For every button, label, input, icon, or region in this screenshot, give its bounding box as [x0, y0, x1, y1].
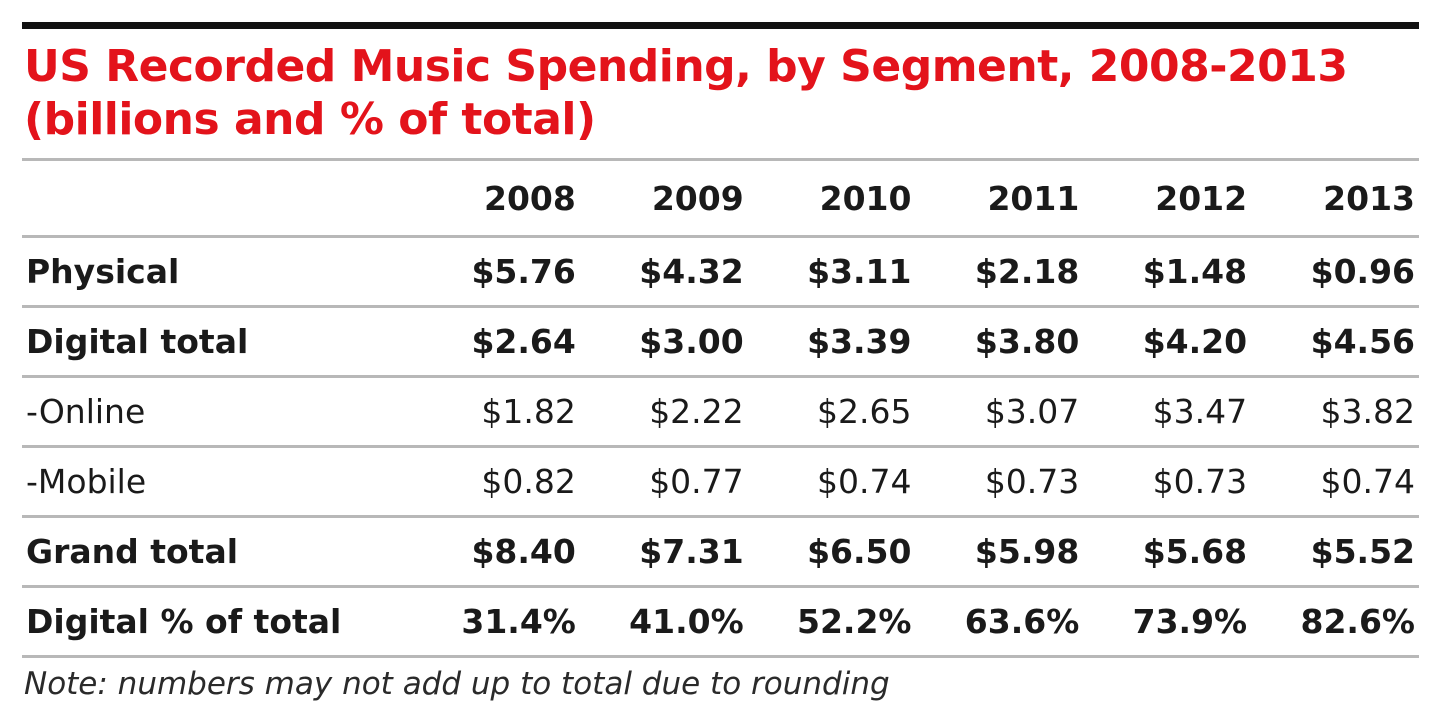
- value-cell: $5.68: [1083, 515, 1252, 587]
- table-row: -Mobile $0.82 $0.77 $0.74 $0.73 $0.73 $0.74: [22, 445, 1419, 517]
- value-cell: $2.64: [412, 305, 580, 377]
- value-cell: $3.80: [915, 305, 1084, 377]
- table-row: Digital total $2.64 $3.00 $3.39 $3.80 $4.20 $4…: [22, 305, 1419, 377]
- year-header: 2010: [747, 158, 916, 237]
- value-cell: $0.96: [1251, 235, 1419, 307]
- data-table: 2008 2009 2010 2011 2012 2013 Physical $5.76 $4…: [22, 158, 1419, 658]
- value-cell: $0.82: [412, 445, 580, 517]
- value-cell: $2.22: [579, 375, 748, 447]
- table-body: Physical $5.76 $4.32 $3.11 $2.18 $1.48 $0.96 Di…: [22, 235, 1419, 658]
- table-row: Grand total $8.40 $7.31 $6.50 $5.98 $5.68 $5.5…: [22, 515, 1419, 587]
- value-cell: $7.31: [579, 515, 748, 587]
- year-header: 2013: [1251, 158, 1419, 237]
- value-cell: 73.9%: [1083, 585, 1252, 658]
- value-cell: $0.74: [747, 445, 916, 517]
- value-cell: $3.47: [1083, 375, 1252, 447]
- value-cell: $1.48: [1083, 235, 1252, 307]
- value-cell: $4.20: [1083, 305, 1252, 377]
- footnote: Note: numbers may not add up to total du…: [24, 666, 890, 702]
- header-row: 2008 2009 2010 2011 2012 2013: [22, 158, 1419, 237]
- title-line: US Recorded Music Spending, by Segment, …: [24, 41, 1348, 92]
- row-label: Digital total: [22, 305, 413, 377]
- value-cell: $3.82: [1251, 375, 1419, 447]
- value-cell: $4.32: [579, 235, 748, 307]
- year-header: 2009: [579, 158, 748, 237]
- value-cell: 82.6%: [1251, 585, 1419, 658]
- value-cell: $3.39: [747, 305, 916, 377]
- value-cell: $1.82: [412, 375, 580, 447]
- value-cell: 41.0%: [579, 585, 748, 658]
- value-cell: $0.77: [579, 445, 748, 517]
- table-row: Digital % of total 31.4% 41.0% 52.2% 63.6% 73…: [22, 585, 1419, 658]
- chart-title: US Recorded Music Spending, by Segment, …: [24, 40, 1424, 146]
- value-cell: $6.50: [747, 515, 916, 587]
- year-header: 2012: [1083, 158, 1252, 237]
- row-label: Physical: [22, 235, 413, 307]
- value-cell: $5.76: [412, 235, 580, 307]
- value-cell: 31.4%: [412, 585, 580, 658]
- value-cell: $0.73: [1083, 445, 1252, 517]
- value-cell: $3.00: [579, 305, 748, 377]
- row-label: -Online: [22, 375, 413, 447]
- row-label: Grand total: [22, 515, 413, 587]
- value-cell: $5.52: [1251, 515, 1419, 587]
- value-cell: 52.2%: [747, 585, 916, 658]
- value-cell: $0.74: [1251, 445, 1419, 517]
- value-cell: $8.40: [412, 515, 580, 587]
- top-rule: [22, 22, 1419, 29]
- table-row: -Online $1.82 $2.22 $2.65 $3.07 $3.47 $3.82: [22, 375, 1419, 447]
- value-cell: $3.11: [747, 235, 916, 307]
- year-header: 2008: [412, 158, 580, 237]
- subtitle-line: (billions and % of total): [24, 94, 596, 145]
- value-cell: $2.65: [747, 375, 916, 447]
- value-cell: $0.73: [915, 445, 1084, 517]
- row-label: Digital % of total: [22, 585, 413, 658]
- table-row: Physical $5.76 $4.32 $3.11 $2.18 $1.48 $0.96: [22, 235, 1419, 307]
- year-header: 2011: [915, 158, 1084, 237]
- value-cell: $2.18: [915, 235, 1084, 307]
- value-cell: $3.07: [915, 375, 1084, 447]
- header-label-cell: [22, 158, 413, 237]
- value-cell: $5.98: [915, 515, 1084, 587]
- value-cell: 63.6%: [915, 585, 1084, 658]
- value-cell: $4.56: [1251, 305, 1419, 377]
- row-label: -Mobile: [22, 445, 413, 517]
